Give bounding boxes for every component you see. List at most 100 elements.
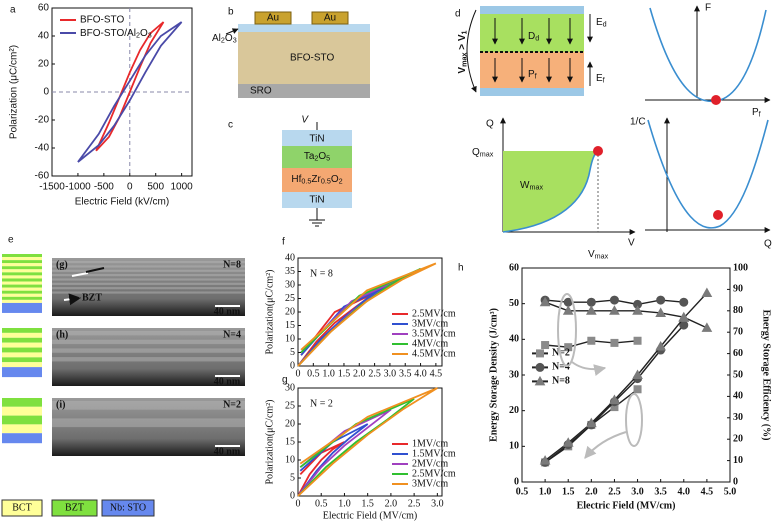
- text-part: Zr: [311, 174, 321, 185]
- tem-stripe: [52, 287, 245, 290]
- layer-label: SRO: [250, 86, 272, 97]
- axis-label: Q: [486, 119, 494, 130]
- layer: [480, 88, 584, 96]
- scale-label: 40 nm: [214, 306, 241, 317]
- layer-label: Hf0.5Zr0.5O2: [291, 174, 342, 186]
- x-tick-label: 3.0: [384, 369, 397, 380]
- layer-bct: [2, 275, 42, 279]
- layer-bct: [2, 287, 42, 291]
- series-line: [297, 284, 391, 367]
- scale-label: 40 nm: [214, 446, 241, 457]
- legend-label: BZT: [65, 502, 84, 513]
- y-tick-label: 15: [285, 320, 295, 331]
- axis-label: Vmax: [588, 249, 609, 261]
- chart: 0 0.5 1.0 1.5 2.0 2.5 3.0 3.5 4.0 4.5051015202530…: [264, 252, 456, 379]
- text-part: 5: [326, 153, 330, 162]
- layer-al2o3: [238, 24, 370, 32]
- pointer-arrow: [63, 293, 82, 306]
- legend-box: [51, 499, 98, 517]
- text-part: 3: [148, 30, 152, 39]
- x-tick-label: 1000: [171, 182, 194, 193]
- text-part: max: [459, 53, 468, 67]
- x-tick-label: 4.0: [678, 486, 691, 497]
- text-part: E: [596, 73, 603, 84]
- marker: [536, 349, 544, 358]
- chart: 0.5 1.0 1.5 2.0 2.5 3.0 3.5 4.0 4.5 5.00102030405…: [488, 262, 771, 511]
- marker: [609, 394, 620, 404]
- x-tick-label: 2.0: [385, 499, 398, 510]
- x-tick-label: 3.5: [399, 369, 412, 380]
- marker: [562, 305, 574, 315]
- layer-bzt: [2, 272, 42, 276]
- legend-box: [1, 499, 43, 517]
- legend-label: 3.5MV/cm: [412, 328, 456, 339]
- layer-bzt: [2, 254, 42, 258]
- layer-bct: [2, 332, 42, 338]
- label: Dd: [528, 31, 539, 43]
- electrode-au: [254, 11, 292, 25]
- y-tick-label: 30: [509, 369, 519, 380]
- x-tick-label: 0: [296, 499, 301, 510]
- y-tick-label: 15: [285, 436, 295, 447]
- layer-substrate: [2, 302, 42, 313]
- marker: [535, 362, 545, 372]
- marker: [534, 375, 546, 386]
- x-tick-label: 1.5: [361, 499, 374, 510]
- panel-letter: a: [10, 5, 16, 16]
- layer-bzt: [2, 296, 42, 300]
- layer-bct: [2, 424, 42, 434]
- tem-stripe: [52, 265, 245, 268]
- panel-letter: d: [455, 9, 461, 20]
- text-part: P: [752, 107, 759, 118]
- chart: -1500 -1000 -500 0 500 1000 -60 -40 -20 0 20 40 60 BF…: [9, 3, 194, 208]
- layer-bct: [2, 257, 42, 261]
- legend-label: 1MV/cm: [412, 438, 448, 449]
- marker: [655, 307, 667, 317]
- x-axis-title: Electric Field (MV/cm): [323, 510, 417, 521]
- layer-bzt: [2, 415, 42, 425]
- x-tick-label: 2.0: [585, 486, 598, 497]
- text-part: 2: [221, 35, 225, 44]
- x-tick-label: 0: [127, 182, 133, 193]
- x-tick-label: 2.5: [408, 499, 421, 510]
- y-tick-label: 30: [285, 382, 295, 393]
- x-tick-label: -500: [94, 182, 114, 193]
- text-part: f: [535, 71, 537, 80]
- y-tick-label: 5: [290, 347, 295, 358]
- x-tick-label: -1500: [39, 182, 65, 193]
- layer-label: Au: [324, 13, 336, 24]
- layer-dielectric: [480, 14, 584, 52]
- state-dot: [713, 210, 723, 220]
- marker: [701, 322, 713, 332]
- marker: [610, 338, 619, 347]
- text-part: max: [480, 149, 494, 158]
- image-label: (h): [56, 329, 68, 340]
- pointer-arrow: [71, 272, 89, 277]
- axis-label: 1/C: [630, 117, 646, 128]
- layer-bzt: [2, 337, 42, 343]
- work-area: [503, 151, 598, 232]
- text-part: Al: [212, 33, 221, 44]
- y-tick-label: 10: [285, 333, 295, 344]
- y-tick-label: 10: [285, 454, 295, 465]
- text-part: W: [520, 180, 530, 191]
- text-part: d: [603, 19, 607, 28]
- layer-substrate: [2, 433, 42, 444]
- axis-label: Qmax: [472, 147, 494, 159]
- electrode-au: [311, 11, 349, 25]
- y-tick-label: 20: [38, 59, 50, 70]
- tem-stripe: [52, 348, 245, 353]
- guide-arrow: [571, 361, 607, 376]
- sweep-arrow: [466, 9, 477, 93]
- tem-stripe: [52, 291, 245, 294]
- layer-bct: [2, 406, 42, 416]
- legend-box: [101, 499, 155, 517]
- x-tick-label: 4.5: [430, 369, 443, 380]
- marker: [656, 295, 666, 305]
- y-tick-label: 20: [285, 418, 295, 429]
- pointer-arrow: [85, 267, 105, 273]
- layer-bct: [2, 281, 42, 285]
- y2-tick-label: 60: [733, 348, 743, 359]
- y2-tick-label: 20: [733, 433, 743, 444]
- annotation: N = 2: [310, 398, 333, 409]
